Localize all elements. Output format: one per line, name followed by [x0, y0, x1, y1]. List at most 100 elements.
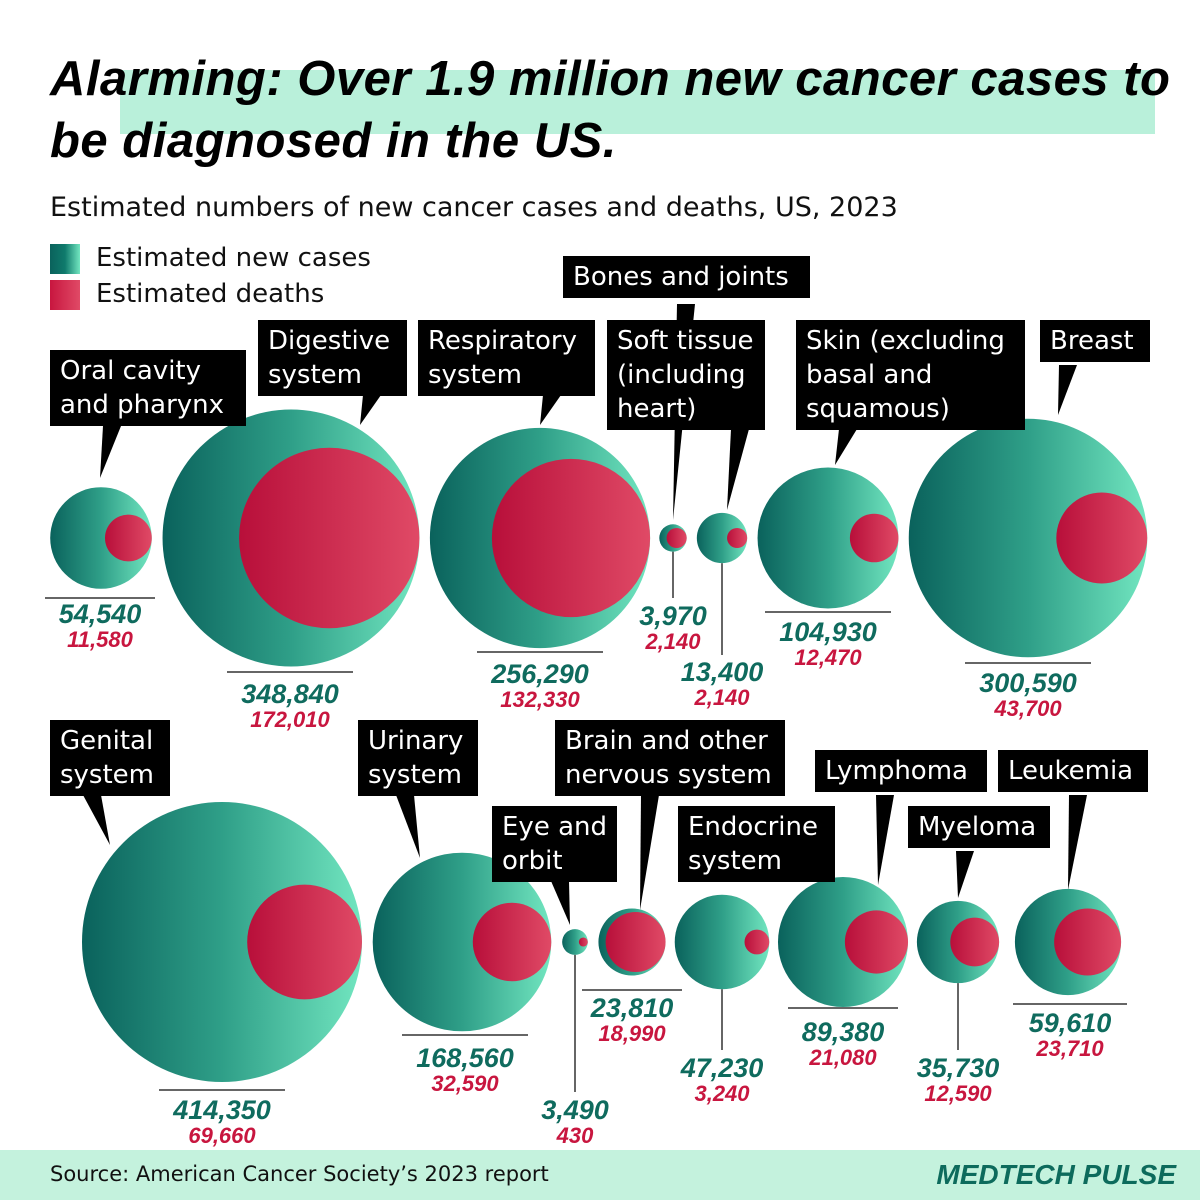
- deaths-bubble: [727, 527, 748, 549]
- value-labels: 13,400 2,140: [681, 658, 764, 710]
- deaths-bubble: [491, 458, 651, 618]
- footer: Source: American Cancer Society’s 2023 r…: [0, 1150, 1200, 1200]
- deaths-label: 2,140: [694, 685, 750, 710]
- category-label: Brain and other nervous system: [555, 720, 785, 796]
- cases-label: 59,610: [1028, 1008, 1112, 1038]
- category-label: Myeloma: [908, 806, 1050, 848]
- deaths-label: 2,140: [645, 629, 701, 654]
- label-pointer: [100, 426, 121, 478]
- deaths-label: 32,590: [431, 1071, 499, 1096]
- label-pointer: [396, 795, 420, 858]
- value-labels: 168,560 32,590: [416, 1044, 514, 1096]
- source: Source: American Cancer Society’s 2023 r…: [50, 1162, 549, 1186]
- deaths-label: 430: [556, 1123, 594, 1148]
- deaths-label: 3,240: [694, 1081, 750, 1106]
- cases-bubble: [562, 929, 588, 955]
- label-pointer: [1068, 795, 1087, 890]
- value-labels: 256,290 132,330: [491, 660, 589, 712]
- cases-bubble: [757, 467, 899, 609]
- cases-label: 348,840: [241, 679, 339, 709]
- value-labels: 300,590 43,700: [979, 669, 1077, 721]
- legend-item: Estimated deaths: [50, 279, 324, 310]
- deaths-label: 132,330: [500, 687, 580, 712]
- category-label: Urinary system: [358, 720, 478, 796]
- deaths-label: 21,080: [809, 1045, 877, 1070]
- deaths-label: 11,580: [67, 627, 133, 652]
- value-labels: 348,840 172,010: [241, 680, 339, 732]
- deaths-label: 12,470: [794, 645, 862, 670]
- cases-label: 47,230: [680, 1053, 764, 1083]
- cases-label: 3,970: [639, 601, 707, 631]
- value-labels: 59,610 23,710: [1029, 1009, 1112, 1061]
- title-highlight: [120, 70, 1155, 134]
- deaths-bubble: [104, 514, 152, 562]
- category-label: Eye and orbit: [492, 806, 617, 882]
- cases-bubble: [372, 852, 552, 1032]
- value-labels: 35,730 12,590: [917, 1054, 1000, 1106]
- value-labels: 23,810 18,990: [591, 994, 674, 1046]
- deaths-bubble: [666, 527, 687, 549]
- deaths-bubble: [950, 917, 1000, 967]
- label-pointer: [876, 795, 894, 885]
- cases-bubble: [82, 802, 362, 1082]
- cases-label: 89,380: [801, 1017, 885, 1047]
- cases-label: 35,730: [916, 1053, 1000, 1083]
- category-label: Endocrine system: [678, 806, 835, 882]
- category-label: Lymphoma: [815, 750, 987, 792]
- legend-item: Estimated new cases: [50, 243, 371, 274]
- cases-label: 168,560: [416, 1043, 514, 1073]
- category-label: Genital system: [50, 720, 170, 796]
- deaths-bubble: [247, 884, 362, 1000]
- category-label: Bones and joints: [563, 256, 810, 298]
- chart-title: Alarming: Over 1.9 million new cancer ca…: [50, 52, 1171, 168]
- value-labels: 104,930 12,470: [779, 618, 877, 670]
- cases-label: 54,540: [58, 599, 142, 629]
- deaths-bubble: [472, 902, 552, 982]
- deaths-bubble: [578, 937, 588, 947]
- cases-label: 300,590: [979, 668, 1077, 698]
- deaths-label: 12,590: [924, 1081, 992, 1106]
- deaths-label: 43,700: [994, 696, 1062, 721]
- deaths-label: 172,010: [250, 707, 330, 732]
- legend-swatch: [50, 279, 80, 310]
- deaths-bubble: [844, 910, 909, 974]
- deaths-bubble: [1056, 492, 1148, 584]
- cases-label: 414,350: [173, 1095, 271, 1125]
- legend-label: Estimated new cases: [96, 243, 371, 273]
- cases-bubble: [674, 894, 770, 990]
- label-pointer: [83, 795, 110, 845]
- label-pointer: [640, 795, 659, 910]
- cases-bubble: [777, 876, 909, 1008]
- deaths-bubble: [605, 912, 666, 972]
- label-pointer: [1058, 365, 1077, 415]
- brand: MEDTECH PULSE: [936, 1159, 1176, 1190]
- label-pointer: [727, 429, 749, 510]
- cases-label: 13,400: [680, 657, 764, 687]
- cases-bubble: [696, 512, 748, 564]
- value-labels: 47,230 3,240: [681, 1054, 764, 1106]
- value-labels: 54,540 11,580: [59, 600, 142, 652]
- value-labels: 3,970 2,140: [639, 602, 707, 654]
- label-pointer: [360, 395, 381, 425]
- category-label: Soft tissue (including heart): [607, 320, 765, 430]
- label-pointer: [551, 881, 570, 925]
- cases-label: 23,810: [590, 993, 674, 1023]
- cases-label: 3,490: [541, 1095, 609, 1125]
- category-label: Respiratory system: [418, 320, 595, 396]
- category-label: Digestive system: [258, 320, 407, 396]
- deaths-bubble: [849, 513, 899, 563]
- label-pointer: [835, 429, 857, 465]
- value-labels: 89,380 21,080: [802, 1018, 885, 1070]
- label-pointer: [956, 851, 974, 898]
- deaths-bubble: [1054, 908, 1122, 976]
- value-labels: 3,490 430: [541, 1096, 609, 1148]
- deaths-bubble: [239, 447, 420, 629]
- label-pointer: [540, 395, 561, 425]
- category-label: Skin (excluding basal and squamous): [796, 320, 1025, 430]
- deaths-label: 69,660: [188, 1123, 256, 1148]
- deaths-label: 18,990: [598, 1021, 666, 1046]
- cases-bubble: [908, 418, 1148, 658]
- deaths-bubble: [744, 929, 770, 955]
